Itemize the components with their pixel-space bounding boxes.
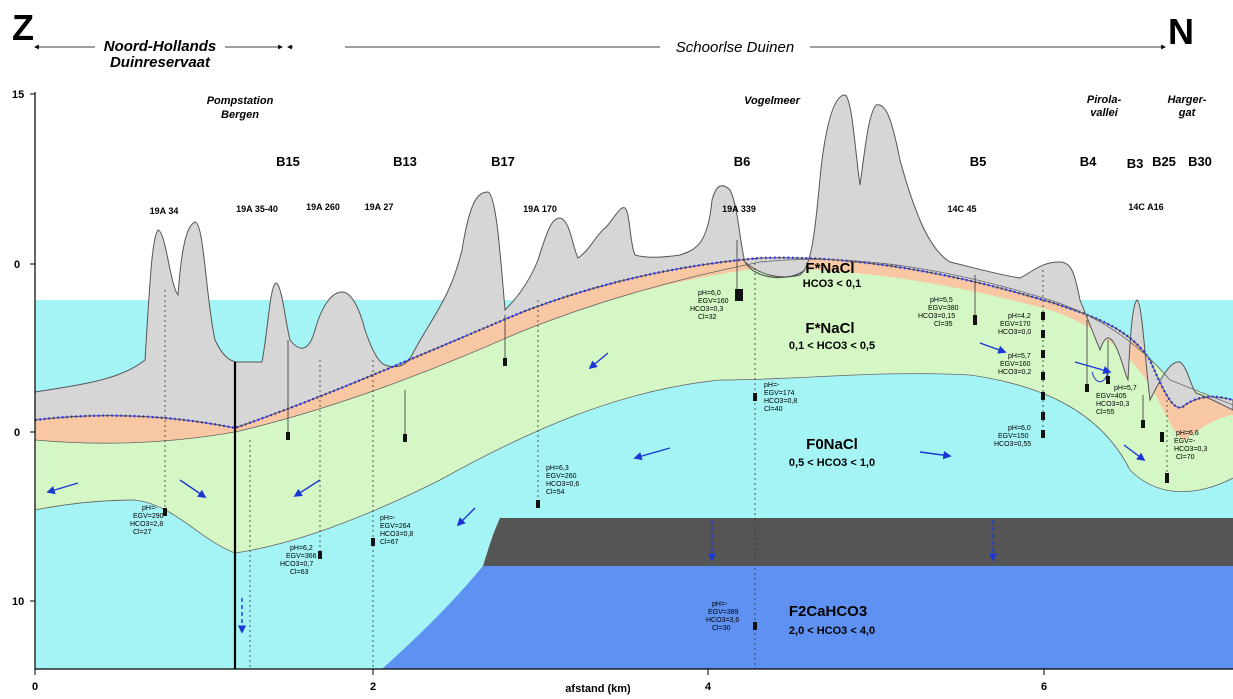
zone-label-cyan: F0NaCl [806,436,858,453]
borehole-b15: B15 [276,154,300,169]
screens [163,289,1169,630]
borehole-b25: B25 [1152,154,1176,169]
x-tick-label: 0 [32,681,38,693]
clay-layer [483,518,1233,566]
zone-range-orange: HCO3 < 0,1 [803,278,861,290]
x-tick-label: 2 [370,681,376,693]
place-pirola: Pirola- [1087,94,1122,106]
age-label: 14C A16 [1128,202,1163,212]
zone-range-green: 0,1 < HCO3 < 0,5 [789,340,875,352]
age-label: 19A 260 [306,202,340,212]
green-zone [35,259,1233,553]
age-label: 14C 45 [947,204,976,214]
borehole-b6: B6 [734,154,751,169]
region-left-2: Duinreservaat [110,54,211,71]
zone-range-blue: 2,0 < HCO3 < 4,0 [789,625,875,637]
x-tick-label: 6 [1041,681,1047,693]
place-harger-2: gat [1178,107,1197,119]
zone-label-green: F*NaCl [805,320,854,337]
age-label: 19A 170 [523,204,557,214]
chem-group: pH=-EGV=290 HCO3=2,8 Cl=27 pH=6,2 EGV=366 HC… [130,290,1207,632]
borehole-b3: B3 [1127,156,1144,171]
flow-arrows [46,342,1146,634]
borehole-b17: B17 [491,154,515,169]
age-label: 19A 27 [365,202,394,212]
pirola-pond [1091,371,1109,383]
zone-label-orange: F*NaCl [805,260,854,277]
y-tick-label: 15 [12,89,24,101]
y-tick-label: 0 [14,427,20,439]
x-axis-label: afstand (km) [565,683,631,695]
place-pompstation-2: Bergen [221,109,259,121]
direction-north: N [1168,11,1194,52]
x-tick-label: 4 [705,681,712,693]
place-pompstation: Pompstation [207,95,274,107]
vogelmeer-basin [744,261,806,279]
borehole-b4: B4 [1080,154,1097,169]
y-tick-label: 0 [14,259,20,271]
zone-range-cyan: 0,5 < HCO3 < 1,0 [789,457,875,469]
boreholes-lines [164,240,1168,669]
borehole-b5: B5 [970,154,987,169]
x-ticks [34,669,1045,675]
place-vogelmeer: Vogelmeer [744,95,801,107]
y-tick-label: 10 [12,596,24,608]
blue-zone [382,566,1233,669]
age-label: 19A 339 [722,204,756,214]
place-harger: Harger- [1167,94,1206,106]
orange-zone [35,257,1233,444]
water-table-line [35,256,1233,430]
age-label: 19A 34 [150,206,179,216]
place-pirola-2: vallei [1090,107,1118,119]
region-left: Noord-Hollands [104,38,217,55]
region-right: Schoorlse Duinen [676,39,794,56]
borehole-b30: B30 [1188,154,1212,169]
borehole-b13: B13 [393,154,417,169]
zone-label-blue: F2CaHCO3 [789,603,867,620]
direction-south: Z [12,7,34,48]
age-label: 19A 35-40 [236,204,278,214]
boundary-lines [35,258,1233,554]
y-ticks [30,93,35,602]
